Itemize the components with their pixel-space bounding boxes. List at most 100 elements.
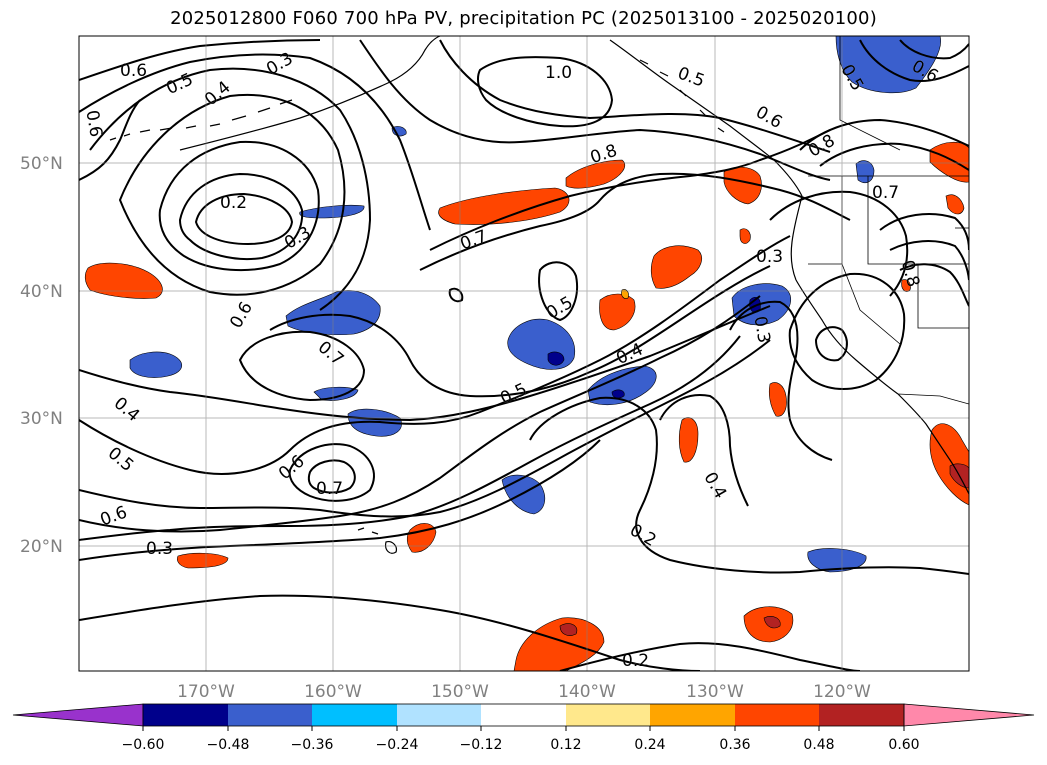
contour-line-21: [79, 335, 741, 541]
precip-patch-neg-4: [547, 351, 565, 366]
contour-label-06-nw: 0.6: [120, 61, 147, 81]
contour-line-14: [238, 330, 366, 402]
lon-tick-130w: 130°W: [686, 682, 744, 702]
precip-patch-neg-13: [501, 474, 546, 515]
contour-line-39: [448, 287, 464, 303]
contour-line-19: [79, 339, 771, 518]
coastline-british-columbia: [609, 39, 803, 197]
lon-tick-170w: 170°W: [177, 682, 235, 702]
colorbar-ticks: [142, 726, 905, 731]
contour-line-1: [79, 39, 321, 81]
lat-tick-50n: 50°N: [20, 154, 63, 174]
lat-tick-40n: 40°N: [20, 282, 63, 302]
precip-patch-pos-17: [559, 623, 578, 636]
contour-line-8: [477, 56, 614, 128]
contour-line-23: [529, 396, 969, 575]
contour-line-24: [659, 394, 749, 507]
lon-tick-160w: 160°W: [304, 682, 362, 702]
contour-line-38: [79, 99, 141, 181]
contour-label-07-southwest: 0.7: [316, 479, 343, 499]
contour-line-26: [788, 272, 906, 390]
lat-tick-labels: 50°N 40°N 30°N 20°N: [20, 154, 63, 557]
contour-label-02-west-low: 0.2: [220, 193, 247, 213]
precip-patch-pos-15: [177, 552, 229, 569]
coastline-pacific-northwest: [790, 195, 803, 281]
lat-tick-30n: 30°N: [20, 409, 63, 429]
coastline-hawaii: [357, 527, 397, 554]
colorbar-label-p012: 0.12: [550, 737, 581, 753]
contour-line-35: [899, 39, 969, 60]
colorbar-segment-1: [143, 704, 228, 726]
colorbar-segment-9: [819, 704, 904, 726]
contour-label-03-southwest: 0.3: [146, 539, 173, 559]
precip-patch-pos-4: [650, 245, 702, 289]
contour-line-34: [859, 39, 969, 82]
border-us-mexico: [897, 393, 969, 405]
colorbar-label-p036: 0.36: [719, 737, 750, 753]
contour-line-9: [359, 39, 831, 181]
political-boundaries: [808, 36, 969, 405]
contour-line-6: [178, 172, 304, 260]
contour-line-17: [288, 443, 375, 502]
contour-line-22: [79, 439, 601, 561]
contour-line-32: [799, 118, 969, 151]
contour-line-40: [538, 261, 578, 322]
contour-line-31: [899, 263, 969, 307]
precip-positive-patches: [84, 141, 969, 671]
colorbar-label-p048: 0.48: [803, 737, 834, 753]
lat-tick-20n: 20°N: [20, 537, 63, 557]
precip-patch-neg-5: [587, 365, 657, 405]
precip-patch-pos-5: [599, 293, 636, 331]
colorbar-segment-6: [566, 704, 650, 726]
colorbar-label-m036: −0.36: [291, 737, 334, 753]
precip-patch-neg-15: [855, 160, 875, 183]
precip-patch-pos-9: [678, 417, 699, 463]
lon-tick-120w: 120°W: [813, 682, 871, 702]
coastline-baja: [897, 393, 969, 495]
graticule: [79, 36, 969, 671]
coastline-california: [795, 279, 899, 395]
colorbar: −0.60 −0.48 −0.36 −0.24 −0.12 0.12 0.24 …: [12, 703, 1035, 753]
contour-label-07-east: 0.7: [872, 183, 899, 203]
colorbar-segment-5: [481, 704, 566, 726]
precip-patch-pos-6: [723, 166, 762, 205]
colorbar-label-p024: 0.24: [634, 737, 665, 753]
colorbar-label-m012: −0.12: [460, 737, 503, 753]
contour-label-06-west-edge: 0.6: [81, 109, 105, 139]
border-state-2: [841, 263, 901, 345]
contour-label-03-east: 0.3: [756, 247, 783, 267]
contour-line-10: [439, 39, 831, 153]
contour-line-11: [429, 129, 831, 251]
colorbar-frame: [142, 703, 905, 727]
contour-line-27: [814, 326, 848, 362]
colorbar-extend-low: [12, 703, 144, 727]
colorbar-segment-4: [397, 704, 481, 726]
contour-line-5: [158, 140, 320, 272]
precip-patch-neg-12: [313, 386, 359, 401]
precip-patch-pos-11: [945, 194, 965, 215]
colorbar-label-m060: −0.60: [122, 737, 165, 753]
precip-patch-pos-16: [513, 617, 605, 671]
contour-line-2: [79, 53, 431, 231]
map-frame: [78, 35, 970, 672]
contour-line-33: [819, 142, 969, 171]
contour-line-25: [729, 300, 833, 461]
precip-patch-pos-10: [929, 141, 969, 183]
colorbar-label-m048: −0.48: [207, 737, 250, 753]
precip-patch-neg-9: [299, 204, 365, 219]
precip-patch-pos-1: [84, 262, 163, 299]
figure-title: 2025012800 F060 700 hPa PV, precipitatio…: [170, 8, 877, 29]
precip-patch-pos-3: [565, 159, 626, 189]
colorbar-label-m024: −0.24: [376, 737, 419, 753]
contour-line-15: [79, 305, 771, 422]
precip-patch-neg-10: [129, 351, 183, 378]
pv-contours: [79, 39, 969, 671]
colorbar-segment-2: [228, 704, 312, 726]
contour-line-16: [79, 235, 791, 475]
colorbar-segment-3: [312, 704, 397, 726]
colorbar-segment-8: [735, 704, 819, 726]
contour-line-36: [79, 594, 701, 671]
lon-tick-150w: 150°W: [431, 682, 489, 702]
